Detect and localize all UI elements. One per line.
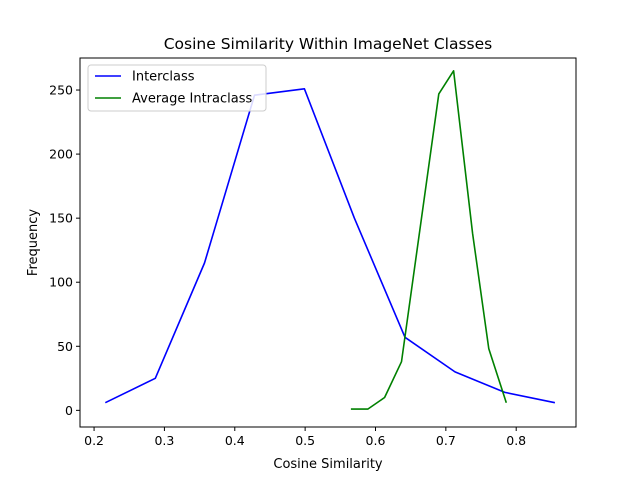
plot-area [104, 70, 556, 410]
y-tick-label: 150 [49, 211, 73, 226]
x-tick-label: 0.6 [366, 433, 386, 448]
series-line-1 [350, 70, 508, 410]
x-tick-label: 0.2 [84, 433, 104, 448]
y-tick-label: 100 [49, 275, 73, 290]
legend-label-0: Interclass [132, 70, 195, 85]
y-tick-label: 200 [49, 147, 73, 162]
y-tick-label: 0 [65, 403, 73, 418]
axes-frame [79, 57, 577, 428]
legend: Interclass Average Intraclass [87, 64, 267, 112]
x-tick-label: 0.8 [506, 433, 526, 448]
y-tick-label: 50 [57, 339, 73, 354]
x-tick-label: 0.3 [154, 433, 174, 448]
y-axis-label: Frequency [26, 209, 41, 276]
x-tick-label: 0.7 [436, 433, 456, 448]
chart-title: Cosine Similarity Within ImageNet Classe… [164, 35, 493, 53]
series-line-0 [104, 88, 556, 404]
axis-ticks: 0.2 0.3 0.4 0.5 0.6 0.7 0.8 0 50 100 150 200 250 [49, 83, 526, 448]
legend-box [87, 64, 267, 112]
legend-label-1: Average Intraclass [132, 92, 252, 107]
x-axis-label: Cosine Similarity [273, 457, 383, 472]
x-tick-label: 0.5 [295, 433, 315, 448]
y-tick-label: 250 [49, 83, 73, 98]
x-tick-label: 0.4 [225, 433, 245, 448]
